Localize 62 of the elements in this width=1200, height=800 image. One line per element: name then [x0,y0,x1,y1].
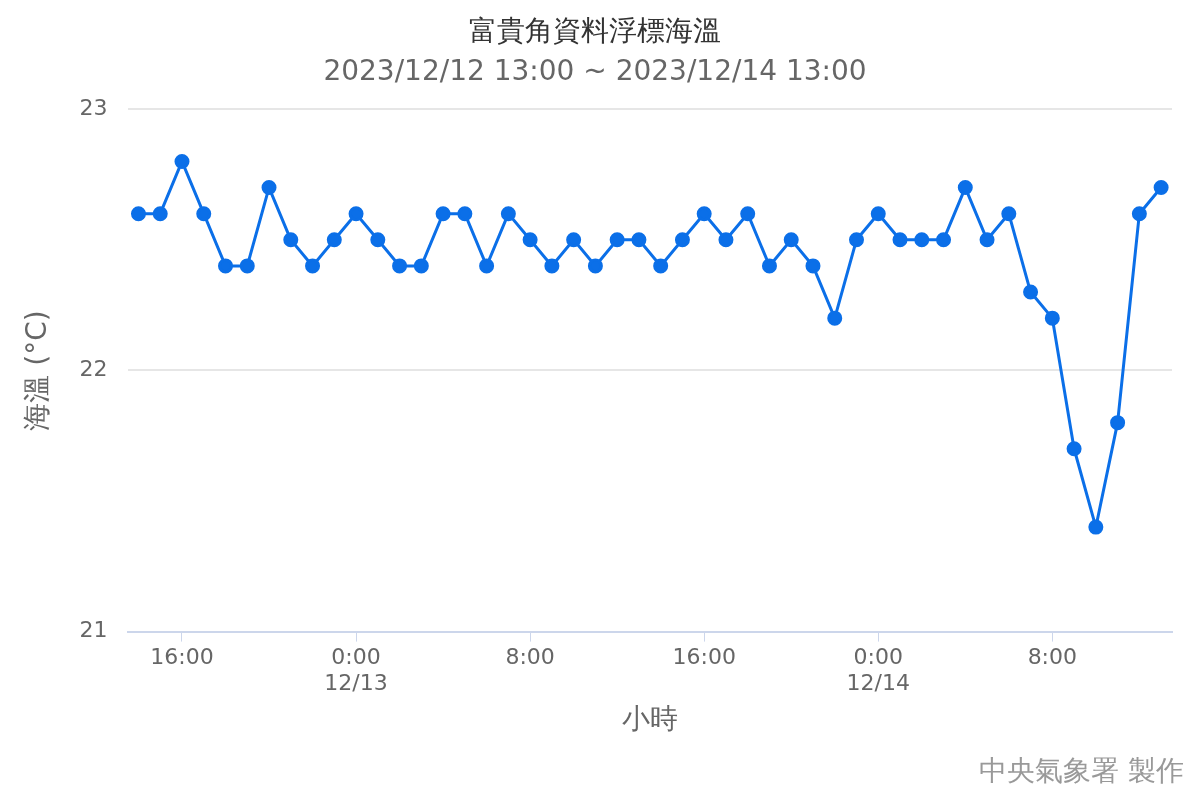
point [587,258,603,274]
point [370,232,386,248]
point [696,206,712,222]
point [718,232,734,248]
point [218,258,234,274]
x-tick-label: 0:00 12/13 [324,643,388,695]
y-axis-title: 海溫 (°C) [20,310,54,431]
point [849,232,864,248]
point [413,258,429,274]
point [1066,441,1082,457]
point [500,206,516,222]
x-axis-title: 小時 [621,702,678,736]
point [892,232,908,248]
point [1131,206,1147,222]
point [435,206,451,222]
point [174,153,190,169]
point [609,232,625,248]
point [805,258,821,274]
point [761,258,777,274]
chart-subtitle: 2023/12/12 13:00 ~ 2023/12/14 13:00 [323,53,867,87]
point [152,206,168,222]
point [544,258,560,274]
point [283,232,299,248]
x-tick-label: 16:00 [150,643,214,669]
text: 中央氣象署 製作 [979,753,1184,789]
x-tick-label: 8:00 [505,643,555,669]
point [653,258,669,274]
x-tick-label: 8:00 [1027,643,1078,669]
point [631,232,647,248]
point [522,232,538,248]
point [740,206,756,222]
point [870,206,886,222]
y-tick-label: 21 [79,617,108,643]
point [130,206,146,222]
y-tick-label: 23 [79,94,108,120]
point [261,180,277,196]
point [1153,180,1169,196]
chart-title: 富貴角資料浮標海溫 [469,14,721,48]
point [196,206,212,222]
point [1023,284,1039,300]
point [957,180,973,196]
point [305,258,321,274]
point [326,232,342,248]
point [392,258,408,274]
point [914,232,930,248]
point [348,206,364,222]
point [1001,206,1017,222]
point [566,232,582,248]
point [479,258,495,274]
point [239,258,255,274]
x-tick-label: 0:00 12/14 [846,643,910,695]
point [1044,310,1060,326]
point [674,232,690,248]
point [783,232,799,248]
y-tick-label: 22 [79,356,108,382]
point [979,232,995,248]
point [827,310,843,326]
point [1110,415,1126,431]
x-tick-label: 16:00 [672,643,736,669]
point [1088,519,1104,535]
point [936,232,952,248]
point [457,206,473,222]
